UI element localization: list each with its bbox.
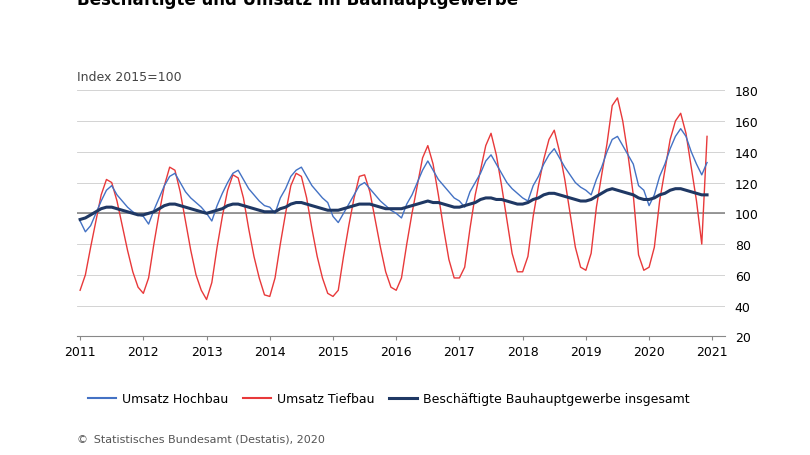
Text: Beschäftigte und Umsatz im Bauhauptgewerbe: Beschäftigte und Umsatz im Bauhauptgewer… [77, 0, 518, 9]
Legend: Umsatz Hochbau, Umsatz Tiefbau, Beschäftigte Bauhauptgewerbe insgesamt: Umsatz Hochbau, Umsatz Tiefbau, Beschäft… [83, 387, 695, 410]
Text: Index 2015=100: Index 2015=100 [77, 71, 181, 84]
Text: ©  Statistisches Bundesamt (Destatis), 2020: © Statistisches Bundesamt (Destatis), 20… [77, 434, 325, 444]
